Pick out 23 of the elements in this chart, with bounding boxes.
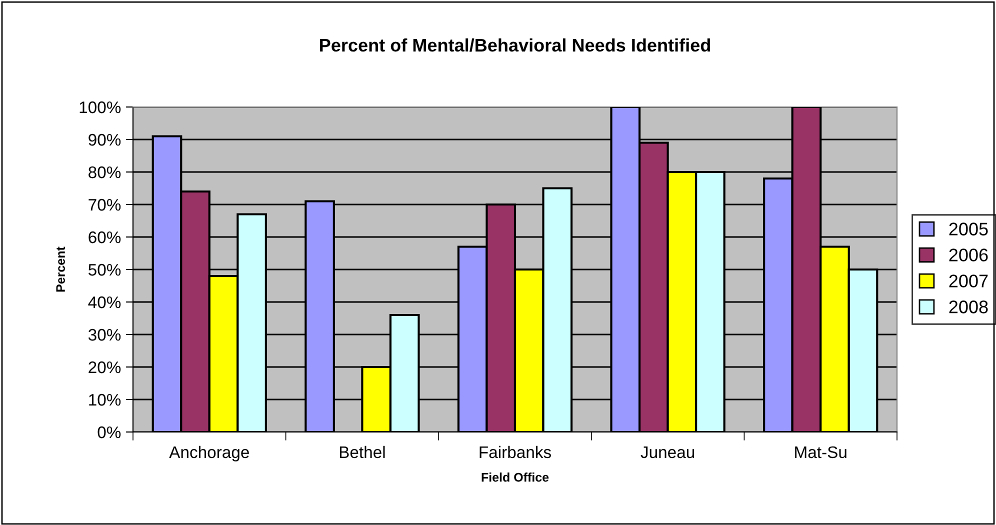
y-tick-label: 100% [80,101,121,114]
legend-label: 2005 [949,222,988,236]
y-tick-label: 30% [88,328,121,341]
x-tick-label: Juneau [640,446,694,458]
x-tick-label: Anchorage [169,446,249,462]
y-tick-label: 50% [88,264,121,276]
legend-label: 2008 [949,300,988,314]
x-tick-label: Bethel [340,446,385,458]
y-tick-label: 20% [88,361,121,374]
y-axis-title: Percent [56,246,65,292]
x-tick-label: Mat-Su [795,446,846,458]
y-tick-label: 0% [98,426,121,438]
y-tick-label: 10% [89,394,121,406]
legend-label: 2006 [949,248,988,262]
y-tick-label: 80% [88,166,121,178]
x-tick-label: Fairbanks [480,446,551,458]
legend-label: 2007 [949,274,988,288]
y-tick-label: 90% [88,134,121,146]
y-tick-label: 70% [88,198,121,211]
y-tick-label: 40% [88,296,121,308]
x-axis-title: Field Office [482,472,549,482]
chart-title: Percent of Mental/Behavioral Needs Identified [320,38,710,52]
y-tick-label: 60% [88,231,121,244]
